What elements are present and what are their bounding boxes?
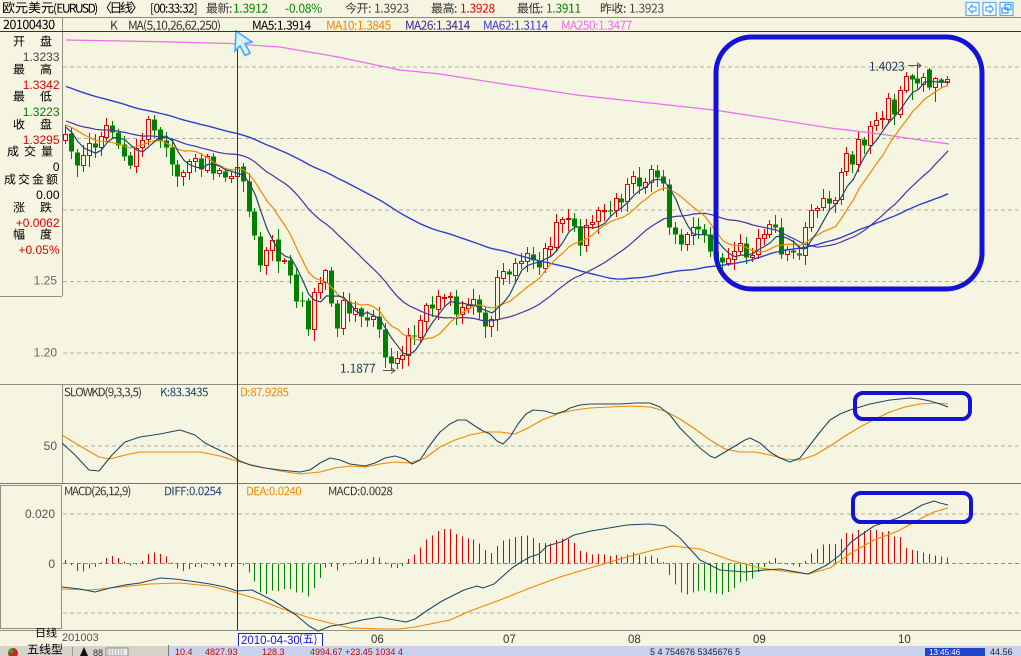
svg-text:+0.05%: +0.05%: [18, 243, 59, 257]
svg-text:201003: 201003: [62, 632, 99, 644]
svg-text:2010-04-30: 2010-04-30: [241, 635, 300, 647]
svg-text:88: 88: [93, 648, 103, 656]
svg-text:1.3223: 1.3223: [23, 105, 60, 119]
svg-text:5 4 754676 5345676 5: 5 4 754676 5345676 5: [650, 647, 740, 656]
svg-text:4994.67 +23.45 1034 4: 4994.67 +23.45 1034 4: [310, 647, 403, 656]
svg-text:1.3295: 1.3295: [23, 133, 60, 147]
svg-text:08: 08: [628, 634, 641, 646]
svg-text:4827.93: 4827.93: [205, 647, 238, 656]
svg-text:13:45:46: 13:45:46: [929, 648, 961, 656]
svg-text:10: 10: [898, 634, 911, 646]
svg-text:10.4: 10.4: [175, 647, 193, 656]
svg-text:1.3233: 1.3233: [23, 50, 60, 64]
svg-text:0: 0: [53, 160, 60, 174]
svg-text:1.3342: 1.3342: [23, 78, 60, 92]
svg-text:0: 0: [48, 557, 55, 571]
svg-text:128.3: 128.3: [262, 647, 285, 656]
svg-text:06: 06: [371, 634, 384, 646]
svg-text:09: 09: [753, 634, 766, 646]
svg-text:1.25: 1.25: [34, 274, 58, 288]
svg-text:+0.0062: +0.0062: [16, 216, 60, 230]
svg-text:1.20: 1.20: [34, 346, 58, 360]
svg-text:0.020: 0.020: [25, 507, 55, 521]
svg-text:07: 07: [503, 634, 516, 646]
svg-text:50: 50: [44, 439, 58, 453]
svg-text:44.56: 44.56: [990, 647, 1013, 656]
svg-text:0.00: 0.00: [36, 188, 60, 202]
